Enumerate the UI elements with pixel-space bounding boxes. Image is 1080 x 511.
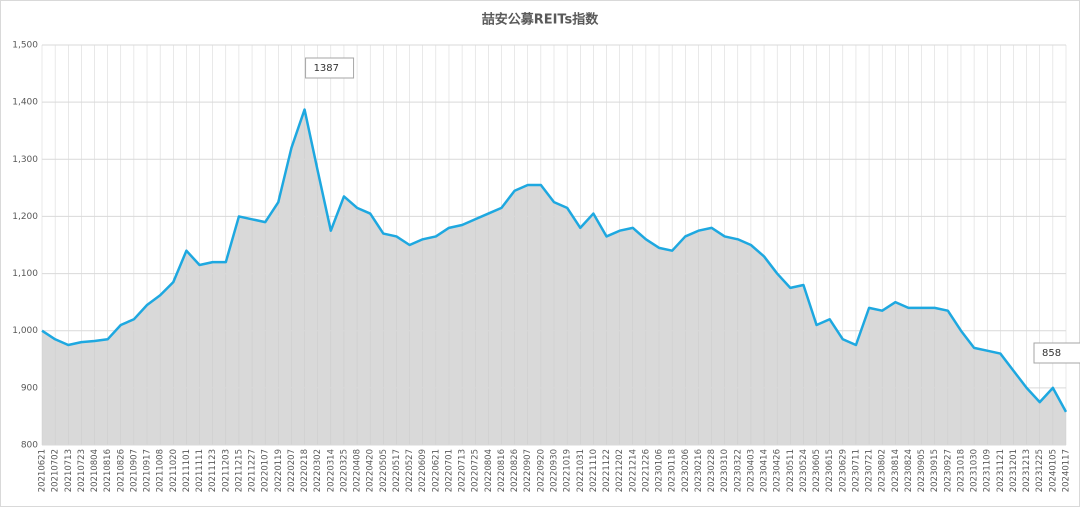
x-tick-label: 20210826 [116, 449, 126, 492]
x-tick-label: 20230814 [891, 449, 901, 492]
x-tick-label: 20231018 [956, 449, 966, 492]
x-tick-label: 20210621 [38, 449, 48, 492]
x-tick-label: 20230228 [707, 449, 717, 492]
x-tick-label: 20210816 [103, 449, 113, 492]
y-tick-label: 1,200 [12, 212, 38, 222]
x-tick-label: 20221202 [615, 449, 625, 492]
x-tick-label: 20230524 [799, 449, 809, 492]
x-tick-label: 20220725 [471, 449, 481, 492]
x-tick-label: 20211123 [208, 449, 218, 492]
line-series [41, 108, 1068, 413]
x-tick-label: 20230721 [865, 449, 875, 492]
x-tick-label: 20220218 [300, 449, 310, 492]
x-tick-label: 20230511 [786, 449, 796, 492]
x-tick-label: 20210804 [90, 449, 100, 492]
x-tick-label: 20230711 [851, 449, 861, 492]
x-tick-label: 20210917 [143, 449, 153, 492]
annotation: 858 [1042, 348, 1061, 359]
y-tick-label: 800 [21, 441, 38, 451]
x-tick-label: 20231030 [970, 449, 980, 492]
x-tick-label: 20210702 [51, 449, 61, 492]
x-tick-label: 20211203 [221, 449, 231, 492]
x-tick-label: 20220713 [458, 449, 468, 492]
x-tick-label: 20240117 [1062, 449, 1072, 492]
x-tick-label: 20221214 [628, 449, 638, 492]
x-tick-label: 20221110 [589, 449, 599, 492]
x-tick-label: 20211008 [156, 449, 166, 492]
x-tick-label: 20230322 [733, 449, 743, 492]
y-tick-label: 1,400 [12, 98, 38, 108]
x-tick-label: 20220119 [274, 449, 284, 492]
x-tick-label: 20230824 [904, 449, 914, 492]
x-tick-label: 20220517 [392, 449, 402, 492]
x-tick-label: 20220420 [366, 449, 376, 492]
annotation: 1387 [314, 63, 339, 74]
x-tick-label: 20230915 [930, 449, 940, 492]
x-tick-label: 20220907 [523, 449, 533, 492]
annotation-box [1033, 342, 1080, 364]
x-tick-label: 20230206 [681, 449, 691, 492]
y-tick-label: 1,300 [12, 155, 38, 165]
x-tick-label: 20231213 [1022, 449, 1032, 492]
x-tick-label: 20210713 [64, 449, 74, 492]
x-tick-label: 20230426 [773, 449, 783, 492]
x-tick-label: 20231109 [983, 449, 993, 492]
x-tick-label: 20230629 [838, 449, 848, 492]
x-tick-label: 20230927 [943, 449, 953, 492]
x-tick-label: 20220701 [444, 449, 454, 492]
x-tick-label: 20220804 [484, 449, 494, 492]
annotation-box [305, 57, 355, 79]
x-tick-label: 20220408 [353, 449, 363, 492]
x-tick-label: 20221019 [563, 449, 573, 492]
x-tick-label: 20220621 [431, 449, 441, 492]
x-tick-label: 20211215 [234, 449, 244, 492]
x-tick-label: 20230310 [720, 449, 730, 492]
x-tick-label: 20211111 [195, 449, 205, 492]
x-tick-label: 20230216 [694, 449, 704, 492]
x-tick-label: 20220314 [326, 449, 336, 492]
x-tick-label: 20230615 [825, 449, 835, 492]
y-tick-label: 1,500 [12, 41, 38, 51]
x-tick-label: 20230905 [917, 449, 927, 492]
x-tick-label: 20230414 [760, 449, 770, 492]
x-tick-label: 20230118 [668, 449, 678, 492]
x-tick-label: 20220609 [418, 449, 428, 492]
x-tick-label: 20230802 [878, 449, 888, 492]
x-tick-label: 20220325 [339, 449, 349, 492]
x-tick-label: 20221031 [576, 449, 586, 492]
x-tick-label: 20220505 [379, 449, 389, 492]
y-tick-label: 1,000 [12, 326, 38, 336]
x-tick-label: 20230403 [746, 449, 756, 492]
x-tick-label: 20221122 [602, 449, 612, 492]
x-tick-label: 20230605 [812, 449, 822, 492]
x-tick-label: 20220207 [287, 449, 297, 492]
x-tick-label: 20220527 [405, 449, 415, 492]
x-tick-label: 20210907 [129, 449, 139, 492]
x-tick-label: 20211020 [169, 449, 179, 492]
x-tick-label: 20211227 [248, 449, 258, 492]
x-tick-label: 20220816 [497, 449, 507, 492]
x-tick-label: 20220920 [536, 449, 546, 492]
x-tick-label: 20220826 [510, 449, 520, 492]
x-tick-label: 20210723 [77, 449, 87, 492]
x-tick-label: 20231201 [1009, 449, 1019, 492]
x-tick-label: 20221226 [641, 449, 651, 492]
x-tick-label: 20240105 [1048, 449, 1058, 492]
x-tick-label: 20220930 [550, 449, 560, 492]
x-tick-label: 20211101 [182, 449, 192, 492]
x-tick-label: 20231121 [996, 449, 1006, 492]
x-tick-label: 20220107 [261, 449, 271, 492]
x-tick-label: 20231225 [1035, 449, 1045, 492]
x-tick-label: 20220302 [313, 449, 323, 492]
x-tick-label: 20230106 [655, 449, 665, 492]
y-tick-label: 900 [21, 383, 38, 393]
y-tick-label: 1,100 [12, 269, 38, 279]
chart-title: 喆安公募REITs指数 [482, 12, 600, 28]
